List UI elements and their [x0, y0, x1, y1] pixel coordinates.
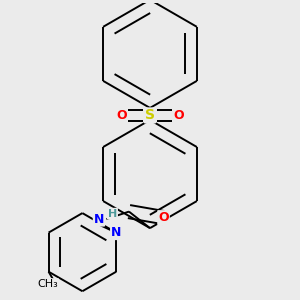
- Text: CH₃: CH₃: [38, 279, 58, 289]
- Text: O: O: [158, 211, 169, 224]
- Text: O: O: [173, 109, 184, 122]
- Text: N: N: [94, 213, 104, 226]
- Text: S: S: [145, 108, 155, 122]
- Text: N: N: [111, 226, 122, 239]
- Text: O: O: [116, 109, 127, 122]
- Text: H: H: [108, 209, 117, 219]
